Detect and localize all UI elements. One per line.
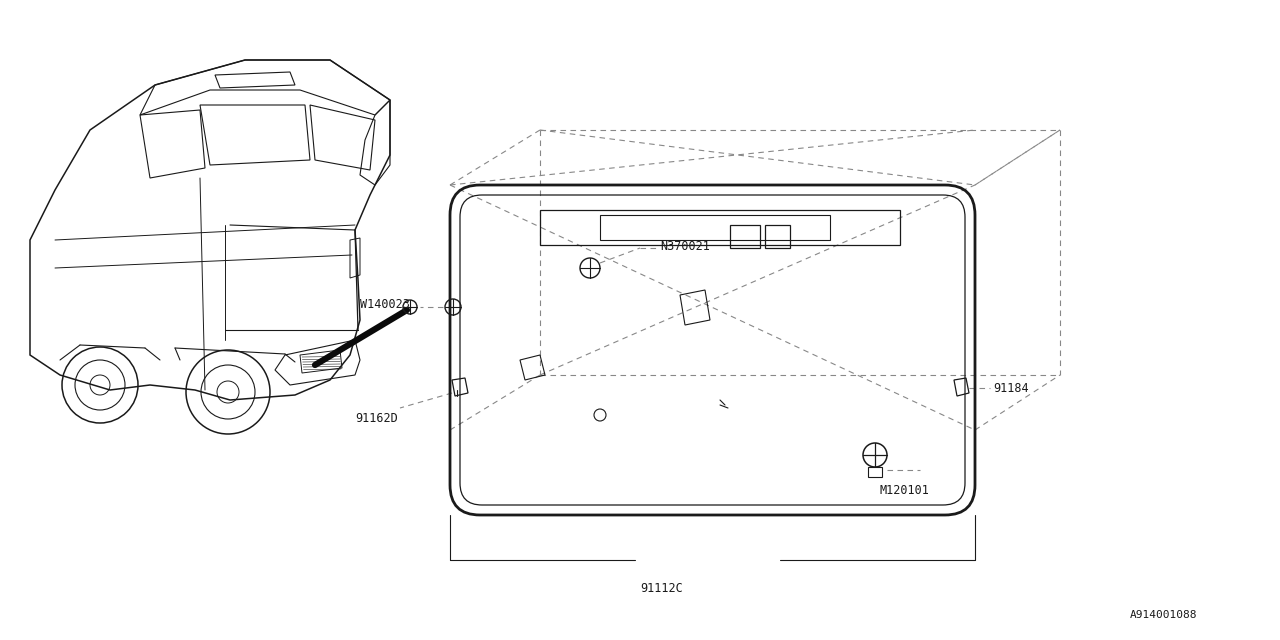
Text: 91112C: 91112C [640,582,682,595]
Text: 91162D: 91162D [355,412,398,424]
Text: M120101: M120101 [881,483,929,497]
Text: N370021: N370021 [660,241,710,253]
Text: W140023: W140023 [360,298,410,312]
Text: 91184: 91184 [993,381,1029,394]
Polygon shape [868,467,882,477]
Circle shape [863,443,887,467]
Text: A914001088: A914001088 [1130,610,1198,620]
